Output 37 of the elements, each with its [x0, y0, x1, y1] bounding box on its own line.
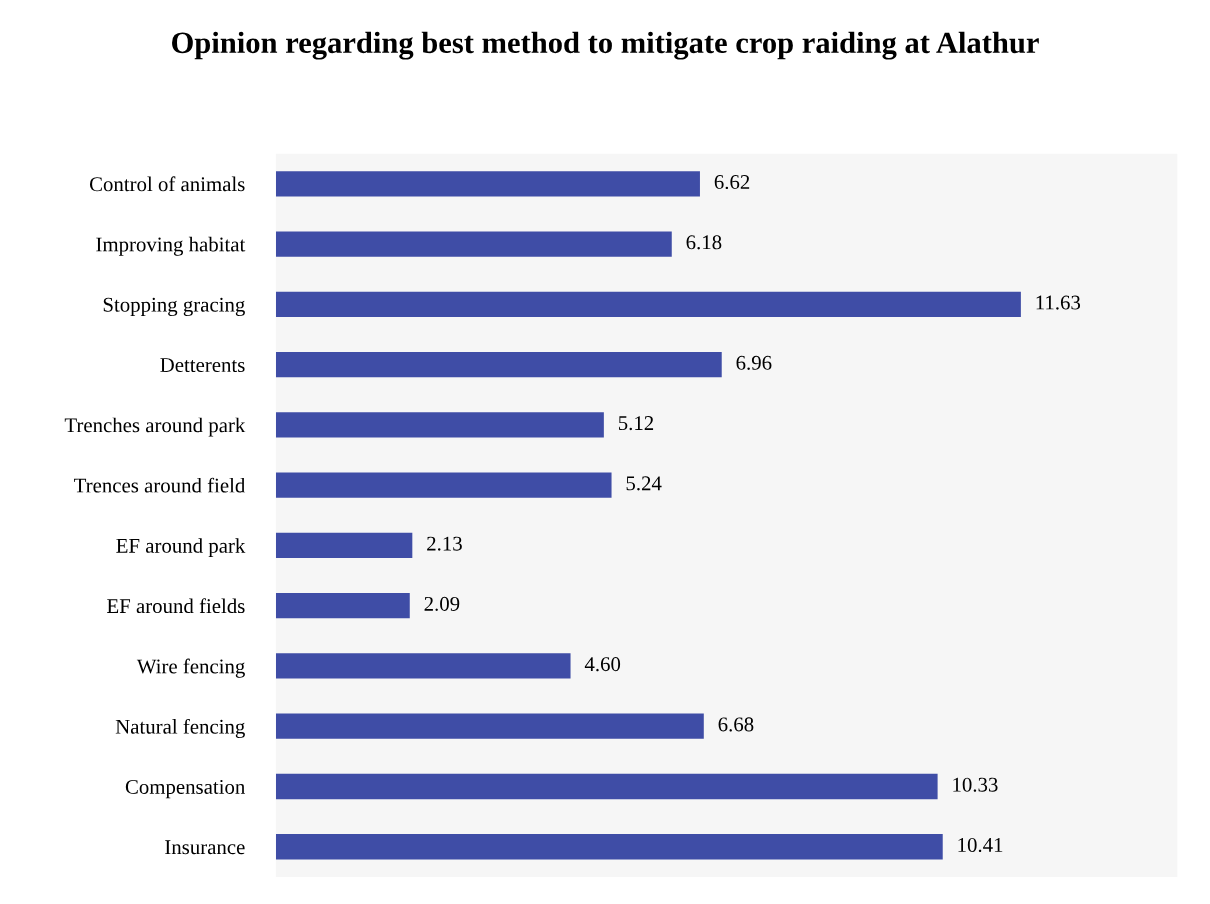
bar: [275, 834, 943, 860]
data-label: 4.60: [584, 657, 621, 672]
chart-title: Opinion regarding best method to mitigate crop raiding at Alathur: [172, 31, 1039, 60]
data-label: 2.13: [427, 536, 462, 551]
bar: [275, 713, 704, 739]
bar: [275, 593, 410, 619]
data-label: 10.41: [958, 837, 1003, 853]
bar: [275, 231, 672, 257]
y-tick-label: Insurance: [165, 840, 245, 855]
bar: [275, 351, 722, 378]
data-label: 11.63: [1036, 295, 1081, 310]
y-tick-label: Control of animals: [89, 176, 245, 192]
data-label: 2.09: [424, 596, 460, 611]
y-tick-label: EF around fields: [107, 598, 245, 614]
bar: [275, 532, 413, 559]
y-tick-label: EF around park: [116, 538, 246, 558]
data-label: 6.68: [718, 717, 754, 732]
y-tick-label: Compensation: [125, 779, 246, 799]
bar: [275, 653, 571, 679]
bar: [275, 171, 700, 197]
bar: [275, 291, 1021, 317]
data-label: 6.62: [714, 175, 750, 190]
bar: [275, 773, 938, 800]
data-label: 10.33: [953, 777, 998, 792]
y-tick-label: Trences around field: [74, 477, 246, 493]
y-tick-label: Wire fencing: [136, 658, 245, 678]
y-tick-label: Detterents: [160, 358, 245, 373]
y-tick-label: Natural fencing: [115, 718, 245, 739]
data-label: 5.24: [626, 476, 662, 491]
data-label: 6.96: [736, 355, 772, 370]
data-label: 5.12: [618, 416, 654, 431]
y-tick-label: Stopping gracing: [103, 297, 245, 317]
bar: [275, 412, 604, 438]
y-tick-label: Trenches around park: [64, 417, 246, 437]
data-label: 6.18: [686, 235, 722, 250]
y-tick-label: Improving habitat: [96, 236, 246, 256]
bar: [275, 472, 612, 498]
